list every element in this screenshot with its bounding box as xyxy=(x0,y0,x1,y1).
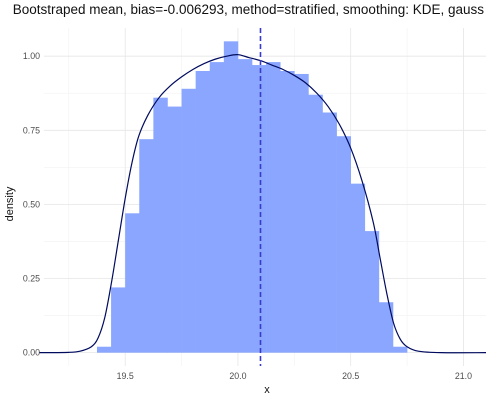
histogram-bar xyxy=(350,183,366,353)
x-tick-label: 19.5 xyxy=(117,371,134,381)
histogram-bar xyxy=(336,136,351,353)
histogram-bar xyxy=(392,346,408,353)
histogram-bar xyxy=(223,41,239,353)
histogram-bar xyxy=(237,59,253,353)
histogram-bar xyxy=(153,97,168,353)
x-tick-label: 21.0 xyxy=(455,371,472,381)
x-tick-label: 20.0 xyxy=(229,371,246,381)
histogram-bars xyxy=(96,41,408,353)
histogram-bar xyxy=(378,302,394,353)
y-axis-title: density xyxy=(4,186,16,221)
y-tick-labels: 0.00 0.25 0.50 0.75 1.00 xyxy=(23,51,40,357)
x-tick-labels: 19.5 20.0 20.5 21.0 xyxy=(117,371,472,381)
histogram-bar xyxy=(322,112,337,353)
histogram-bar xyxy=(364,231,380,353)
y-tick-label: 1.00 xyxy=(23,51,40,61)
kde-curve-group xyxy=(39,54,487,354)
chart-title: Bootstraped mean, bias=-0.006293, method… xyxy=(13,2,485,17)
histogram-bar xyxy=(294,73,309,353)
histogram-bar xyxy=(209,62,225,353)
histogram-bar xyxy=(139,139,154,353)
y-tick-label: 0.25 xyxy=(23,274,40,284)
y-tick-label: 0.00 xyxy=(23,348,40,358)
y-tick-label: 0.50 xyxy=(23,199,40,209)
x-tick-label: 20.5 xyxy=(342,371,359,381)
histogram-bar xyxy=(167,106,182,353)
histogram-bar xyxy=(111,287,126,353)
histogram-bar xyxy=(252,65,267,353)
histogram-bar xyxy=(125,213,140,353)
y-tick-label: 0.75 xyxy=(23,125,40,135)
histogram-bar xyxy=(280,70,295,353)
kde-curve xyxy=(39,54,487,354)
histogram-bar xyxy=(181,88,196,353)
x-axis-title: x xyxy=(264,384,270,396)
histogram-bar xyxy=(266,62,281,353)
histogram-bar xyxy=(195,70,211,353)
histogram-bar xyxy=(96,346,112,353)
histogram-bar xyxy=(308,94,323,353)
